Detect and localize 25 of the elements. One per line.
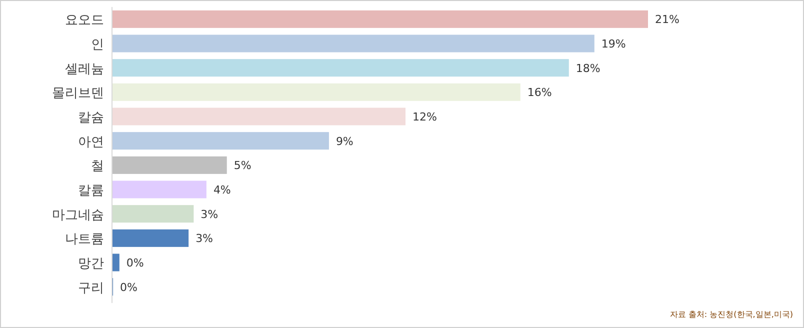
y-tick-label: 칼륨: [78, 184, 104, 198]
y-tick-label: 요오드: [65, 13, 104, 28]
data-label: 4%: [213, 184, 231, 196]
data-label: 19%: [601, 38, 626, 50]
data-label: 3%: [196, 232, 214, 246]
y-tick-label: 망간: [78, 256, 104, 272]
data-label: 12%: [412, 110, 437, 124]
y-tick-label: 마그네슘: [52, 208, 104, 223]
data-label: 18%: [576, 62, 600, 75]
data-label: 5%: [234, 159, 252, 172]
y-tick-label: 셀레늄: [65, 62, 104, 77]
y-tick-label: 아연: [78, 134, 104, 150]
y-tick-label: 인: [91, 38, 104, 52]
y-tick-label: 구리: [78, 280, 104, 296]
text: 자료 출처: 농진청(한국,일본,미국): [670, 310, 793, 319]
data-label: 3%: [200, 208, 218, 221]
y-tick-label: 철: [91, 159, 104, 174]
data-label: 0%: [126, 256, 144, 270]
y-tick-label: 칼슘: [78, 110, 104, 126]
data-label: 0%: [120, 280, 138, 294]
y-tick-label: 나트륨: [65, 232, 104, 248]
data-label: 21%: [655, 13, 680, 26]
y-tick-label: 몰리브덴: [52, 86, 104, 102]
data-label: 16%: [527, 86, 552, 100]
data-label: 9%: [336, 134, 354, 148]
